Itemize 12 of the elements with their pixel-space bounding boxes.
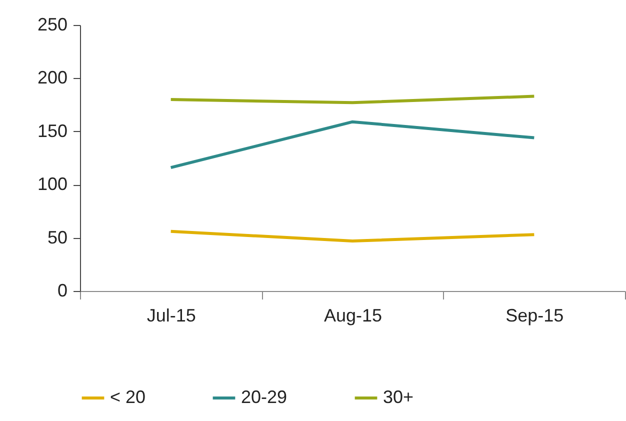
y-tick-label: 200 [37,68,68,88]
legend-label: 30+ [383,387,414,407]
y-tick-label: 0 [57,280,68,300]
legend-label: < 20 [110,387,146,407]
y-tick-label: 150 [37,120,68,141]
x-tick-label: Jul-15 [146,306,196,326]
legend-label: 20-29 [241,387,288,407]
y-tick-label: 250 [37,14,68,34]
x-tick-label: Sep-15 [506,306,564,326]
y-tick-label: 50 [47,227,68,248]
y-tick-label: 100 [37,174,68,194]
x-tick-label: Aug-15 [324,306,382,326]
